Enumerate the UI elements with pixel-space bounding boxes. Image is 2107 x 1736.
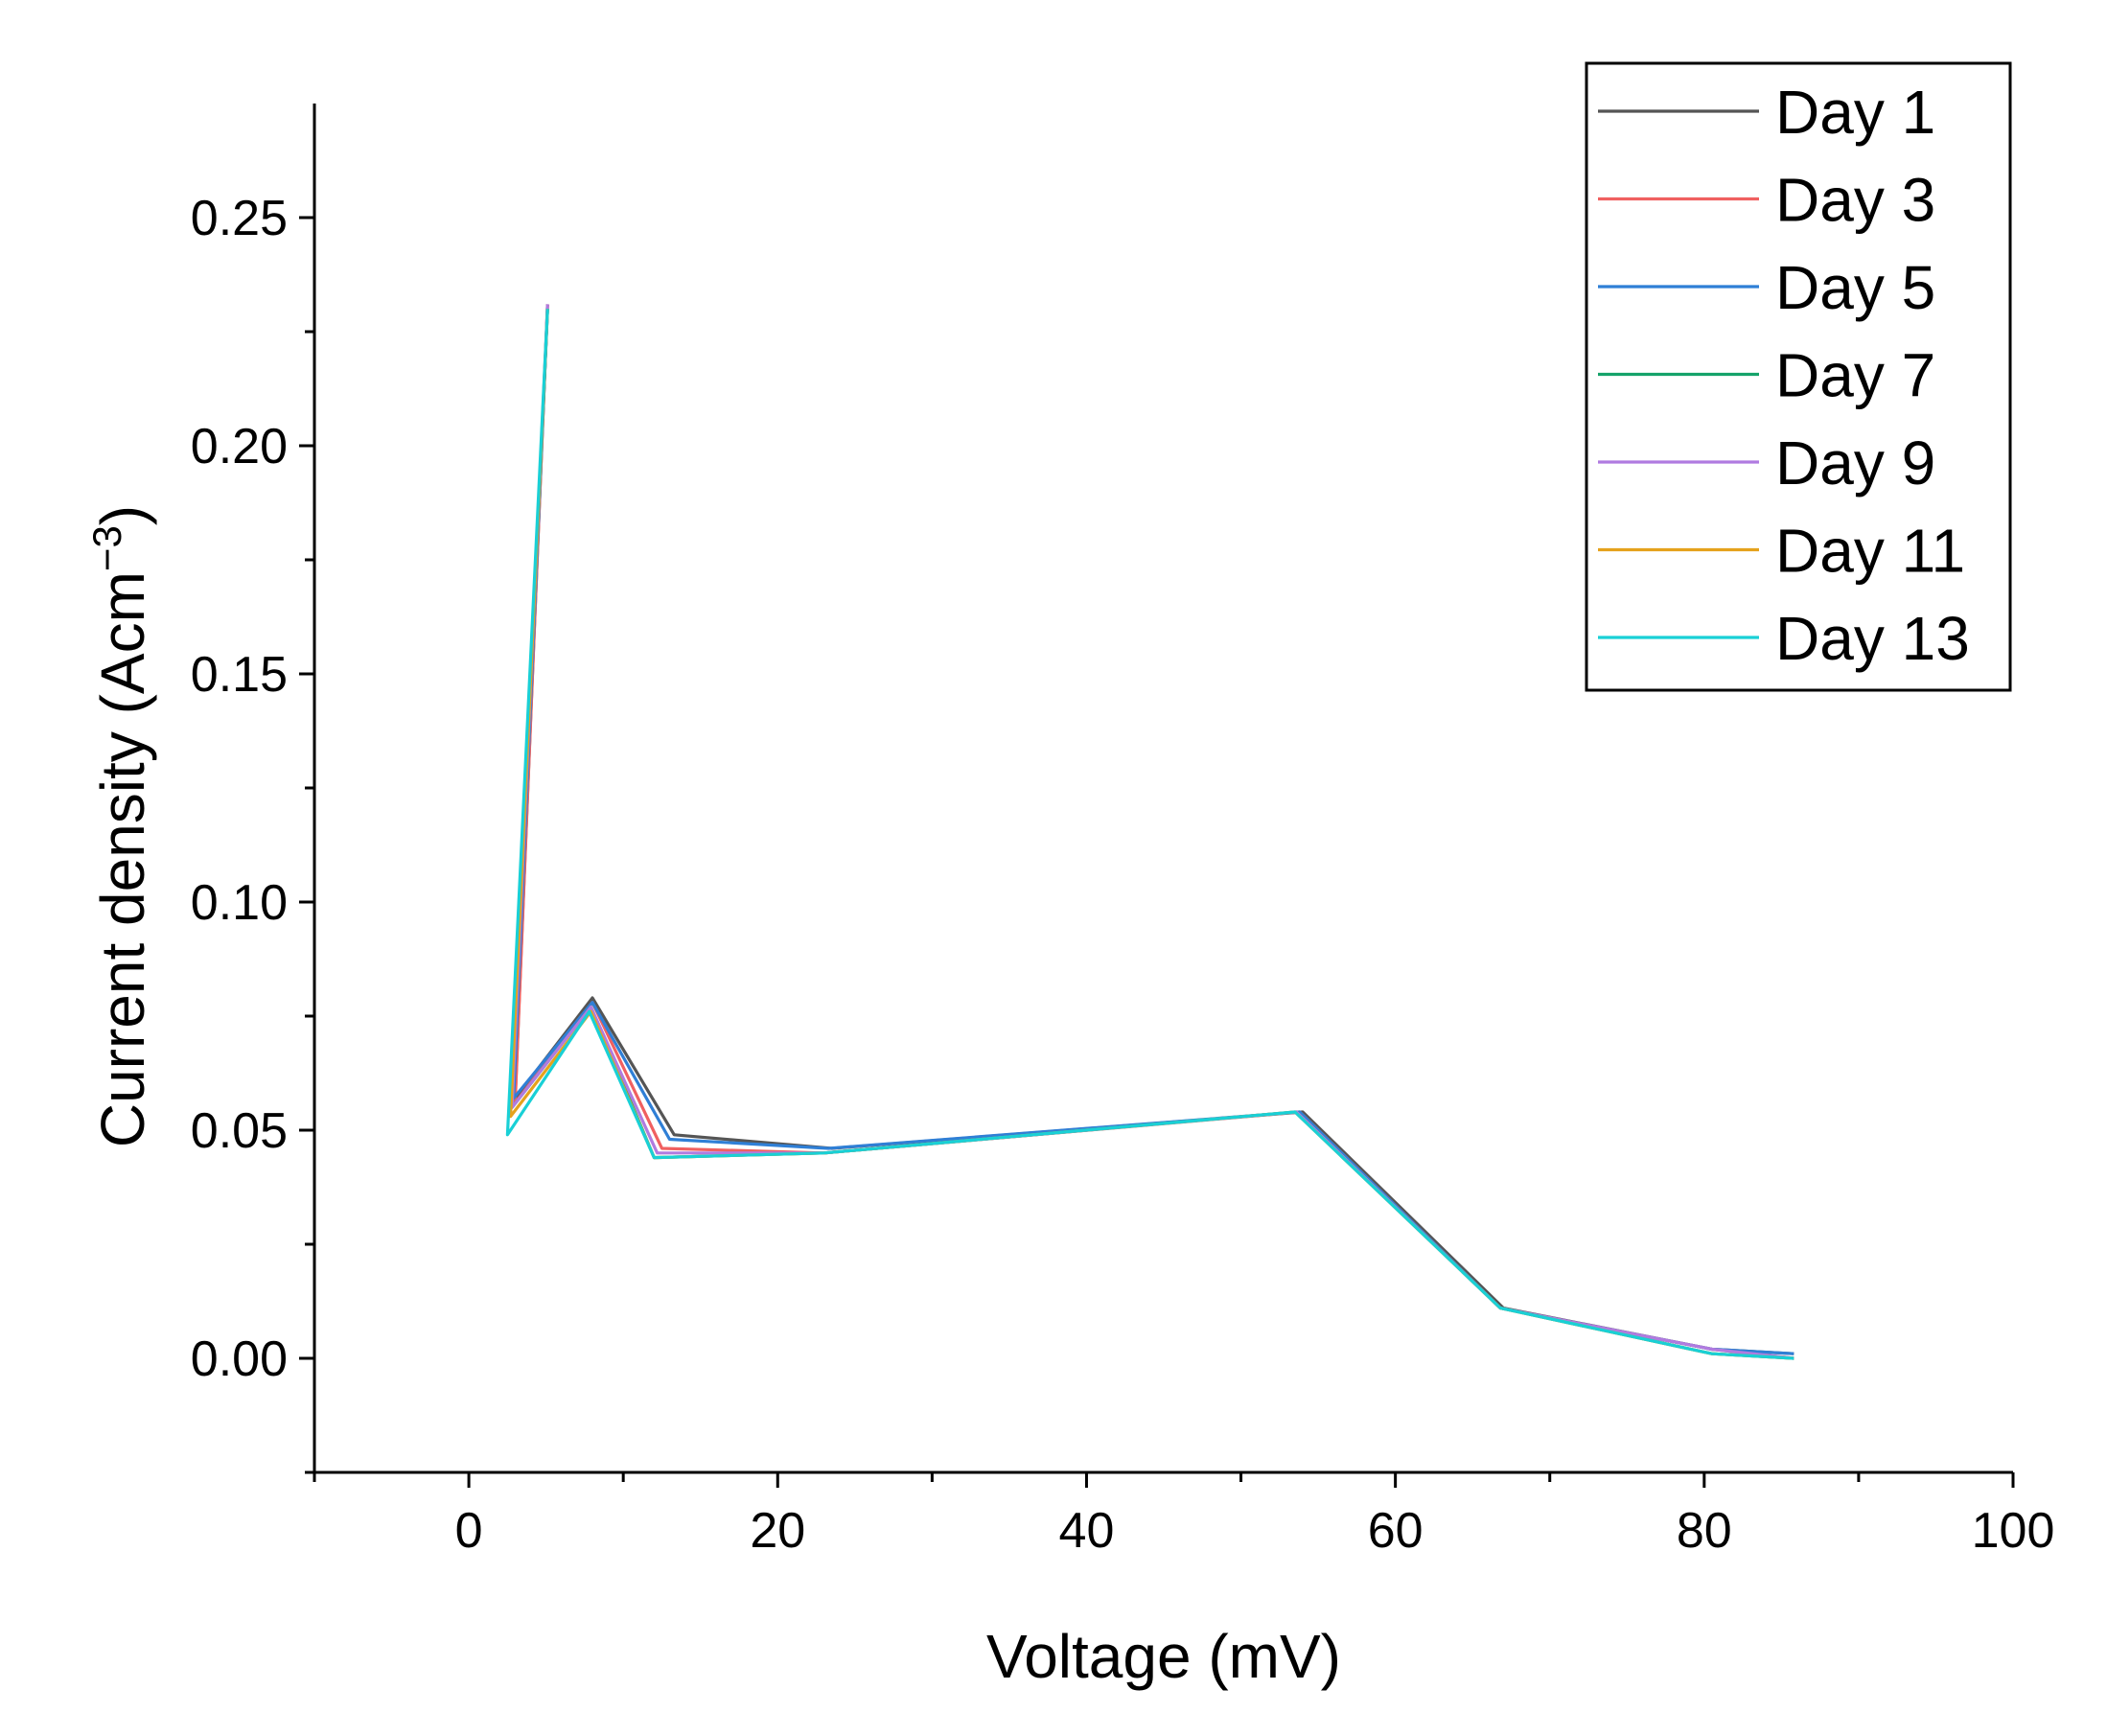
y-tick-label: 0.00 (191, 1331, 288, 1387)
x-tick-label: 40 (1059, 1503, 1115, 1559)
x-tick-label: 100 (1972, 1503, 2055, 1559)
y-tick-label: 0.20 (191, 419, 288, 475)
y-tick-label: 0.25 (191, 191, 288, 246)
y-axis-title-superscript: −3 (84, 525, 129, 571)
legend-label: Day 3 (1775, 166, 1935, 235)
y-axis-title-base: Current density (Acm (88, 571, 157, 1147)
y-tick-label: 0.05 (191, 1103, 288, 1159)
legend: Day 1 Day 3 Day 5 Day 7 Day 9 Day 11 Day 13 (1585, 61, 2012, 692)
legend-label: Day 7 (1775, 341, 1935, 410)
y-tick-label: 0.15 (191, 647, 288, 703)
legend-label: Day 13 (1775, 604, 1970, 673)
legend-label: Day 11 (1775, 517, 1965, 586)
series-lines (505, 304, 1794, 1360)
x-tick-label: 80 (1677, 1503, 1732, 1559)
y-axis-title: Current density (Acm−3) (84, 505, 157, 1147)
x-tick-label: 20 (750, 1503, 805, 1559)
legend-box (1585, 61, 2012, 692)
series-line (505, 309, 1794, 1360)
axes: 0 20 40 60 80 100 0.00 0.05 0.10 0.15 0.20 0.25 (191, 104, 2055, 1559)
x-tick-label: 60 (1368, 1503, 1424, 1559)
legend-label: Day 9 (1775, 428, 1935, 498)
x-axis-title: Voltage (mV) (986, 1622, 1341, 1691)
legend-label: Day 5 (1775, 253, 1935, 322)
x-tick-label: 0 (455, 1503, 483, 1559)
legend-label: Day 1 (1775, 78, 1935, 147)
axis-labels: Voltage (mV) Current density (Acm−3) (84, 505, 1341, 1691)
y-axis-title-close: ) (88, 505, 157, 525)
y-tick-label: 0.10 (191, 875, 288, 931)
